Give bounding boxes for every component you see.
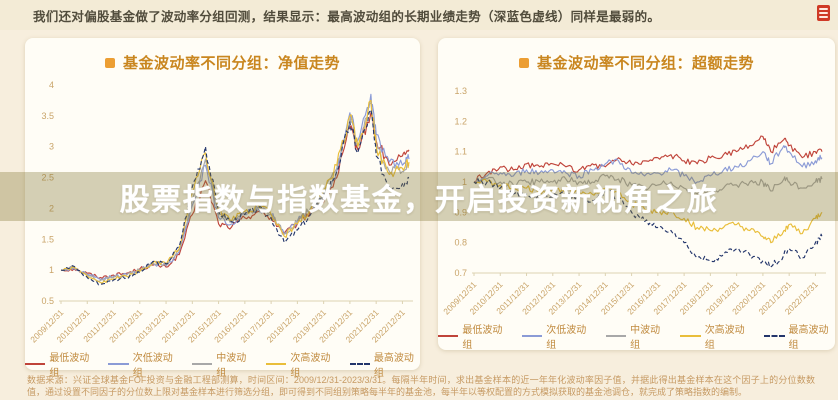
legend-item-4: 最高波动组 <box>764 321 835 351</box>
y-tick-label: 1.2 <box>454 116 467 126</box>
excess-chart-legend: 最低波动组 次低波动组 中波动组 次高波动组 最高波动组 <box>438 321 835 351</box>
y-tick-label: 1.1 <box>454 147 467 157</box>
legend-swatch-icon <box>438 335 459 337</box>
legend-item-0: 最低波动组 <box>25 349 95 379</box>
y-tick-label: 0.5 <box>41 296 54 306</box>
legend-item-4: 最高波动组 <box>349 349 420 379</box>
legend-label: 中波动组 <box>216 353 247 379</box>
y-tick-label: 1 <box>462 177 467 187</box>
legend-item-3: 次高波动组 <box>266 349 336 379</box>
legend-label: 最高波动组 <box>788 325 829 351</box>
legend-label: 中波动组 <box>630 325 661 351</box>
header-strip: 我们还对偏股基金做了波动率分组回测，结果显示：最高波动组的长期业绩走势（深蓝色虚… <box>0 0 838 30</box>
y-tick-label: 3.5 <box>41 111 54 121</box>
y-tick-label: 4 <box>49 80 54 90</box>
y-tick-label: 1.5 <box>41 234 54 244</box>
excess-chart-title: 基金波动率不同分组：超额走势 <box>438 38 835 73</box>
legend-item-2: 中波动组 <box>605 321 668 351</box>
legend-label: 次低波动组 <box>546 325 587 351</box>
banner-title: 股票指数与指数基金，开启投资新视角之旅 <box>119 183 719 217</box>
y-tick-label: 1 <box>49 265 54 275</box>
series-line-1 <box>473 145 823 184</box>
series-line-0 <box>473 135 823 183</box>
legend-label: 最低波动组 <box>462 325 503 351</box>
series-line-2 <box>473 173 823 197</box>
legend-item-2: 中波动组 <box>191 349 253 379</box>
legend-swatch-icon <box>521 335 543 337</box>
legend-item-0: 最低波动组 <box>438 321 509 351</box>
net-value-chart-title: 基金波动率不同分组：净值走势 <box>25 38 420 73</box>
y-tick-label: 0.8 <box>454 238 467 248</box>
series-line-4 <box>473 178 823 268</box>
legend-swatch-icon <box>266 363 287 365</box>
footnote: 数据来源：兴证全球基金FOF投资与金融工程部测算，时间区间：2009/12/31… <box>27 375 815 397</box>
series-line-3 <box>473 178 823 244</box>
excess-chart: 0.70.80.911.11.21.32009/12/312010/12/312… <box>441 86 826 316</box>
header-text: 我们还对偏股基金做了波动率分组回测，结果显示：最高波动组的长期业绩走势（深蓝色虚… <box>33 9 661 24</box>
corner-stamp-icon <box>817 5 830 21</box>
legend-label: 最低波动组 <box>49 353 90 379</box>
legend-label: 次低波动组 <box>132 353 173 379</box>
chart-title-text: 基金波动率不同分组：超额走势 <box>536 55 754 72</box>
title-banner: 股票指数与指数基金，开启投资新视角之旅 <box>0 172 838 221</box>
net-value-chart-legend: 最低波动组 次低波动组 中波动组 次高波动组 最高波动组 <box>25 349 420 379</box>
y-tick-label: 1.3 <box>454 86 467 96</box>
y-tick-label: 2.5 <box>41 173 54 183</box>
excess-chart-card: 基金波动率不同分组：超额走势 0.7 0.8 0.9 1 1.1 1.2 1.3 2009/1… <box>438 38 835 351</box>
series-line-4 <box>60 109 410 286</box>
legend-swatch-icon <box>764 335 785 337</box>
legend-swatch-icon <box>191 363 213 365</box>
net-value-chart-card: 基金波动率不同分组：净值走势 0.5 1 1.5 2 2.5 3 3.5 4 2009/12/3… <box>25 38 420 379</box>
legend-swatch-icon <box>108 363 129 365</box>
legend-label: 最高波动组 <box>373 353 414 379</box>
y-tick-label: 0.7 <box>454 268 467 278</box>
legend-label: 次高波动组 <box>290 353 331 379</box>
y-tick-label: 3 <box>49 142 54 152</box>
legend-swatch-icon <box>25 363 46 365</box>
net-value-chart: 0.511.522.533.542009/12/312010/12/312011… <box>28 80 413 344</box>
legend-swatch-icon <box>605 335 627 337</box>
legend-item-1: 次低波动组 <box>108 349 178 379</box>
y-tick-label: 0.9 <box>454 207 467 217</box>
legend-item-1: 次低波动组 <box>521 321 593 351</box>
legend-label: 次高波动组 <box>704 325 745 351</box>
legend-swatch-icon <box>680 335 701 337</box>
legend-item-3: 次高波动组 <box>680 321 751 351</box>
y-tick-label: 2 <box>49 203 54 213</box>
series-line-3 <box>60 99 410 284</box>
legend-swatch-icon <box>349 363 370 365</box>
chart-title-text: 基金波动率不同分组：净值走势 <box>122 55 340 72</box>
title-bullet-icon <box>104 57 115 68</box>
title-bullet-icon <box>518 57 529 68</box>
